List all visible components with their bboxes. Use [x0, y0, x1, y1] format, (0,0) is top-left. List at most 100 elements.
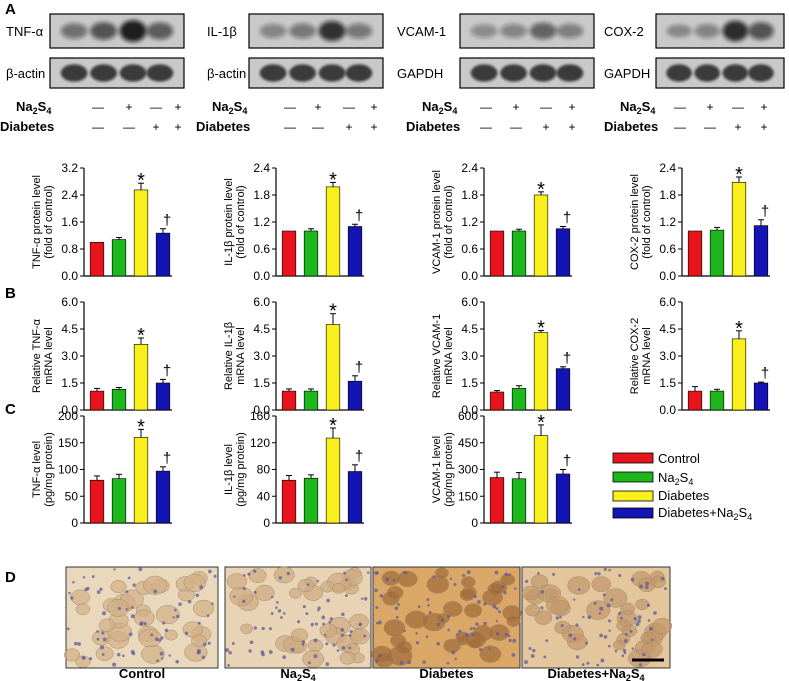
- y-tick-label: 0.0: [461, 403, 478, 417]
- blot-band: [60, 64, 88, 82]
- tubule: [331, 582, 346, 594]
- y-tick-label: 6.0: [461, 295, 478, 309]
- nucleus: [187, 600, 192, 604]
- nucleus: [648, 626, 653, 631]
- blot-target-label: IL-1β: [207, 24, 237, 39]
- nucleus: [297, 620, 301, 624]
- nucleus: [528, 647, 532, 651]
- treatment-mark: —: [510, 120, 522, 134]
- nucleus: [278, 576, 283, 580]
- nucleus: [270, 612, 274, 615]
- bar: [347, 471, 363, 524]
- tubule: [443, 638, 461, 654]
- bar-charts: 0.0 0.8 1.6 2.4 3.2 TNF-α protein level(fold …: [31, 161, 770, 530]
- nucleus: [637, 619, 641, 624]
- bar: [533, 332, 549, 411]
- blot-band: [748, 64, 774, 82]
- nucleus: [249, 640, 254, 645]
- micrograph-4: Diabetes+Na2S4: [521, 566, 673, 681]
- treatment-mark: +: [370, 100, 377, 114]
- nucleus: [606, 603, 611, 608]
- nucleus: [597, 572, 601, 576]
- bar: [89, 390, 105, 411]
- significance-dagger: †: [355, 207, 363, 224]
- blot-band: [289, 64, 316, 82]
- nucleus: [138, 567, 143, 572]
- legend-label-na2s4: Na2S4: [658, 470, 693, 487]
- nucleus: [427, 604, 430, 607]
- treatment-row: Na2S4 — + — +: [422, 99, 576, 116]
- tubule: [395, 640, 413, 655]
- tubule: [460, 576, 476, 588]
- nucleus: [407, 660, 412, 665]
- legend-label-diabetes: Diabetes: [658, 488, 710, 503]
- panel-label-b: B: [5, 285, 16, 302]
- tubule: [434, 567, 449, 579]
- treatment-mark: —: [540, 100, 552, 114]
- nucleus: [432, 575, 436, 579]
- nucleus: [436, 622, 441, 627]
- nucleus: [211, 602, 214, 605]
- nucleus: [644, 585, 649, 590]
- nucleus: [552, 572, 556, 576]
- treatment-mark: +: [345, 120, 352, 134]
- treatment-row: Diabetes — — + +: [0, 119, 182, 134]
- y-axis-label: Relative COX-2mRNA level: [629, 318, 653, 394]
- nucleus: [225, 648, 230, 652]
- micrograph-label: Control: [119, 666, 165, 681]
- tubule: [562, 625, 584, 643]
- tubule: [586, 600, 611, 620]
- nucleus: [630, 577, 635, 582]
- nucleus: [488, 647, 491, 650]
- bar: [687, 230, 703, 277]
- y-axis-label: TNF-α protein level(fold of control): [31, 175, 55, 269]
- nucleus: [462, 574, 466, 578]
- y-tick-label: 4.5: [253, 322, 270, 336]
- treatment-mark: —: [92, 100, 104, 114]
- nucleus: [469, 627, 473, 631]
- bar: [347, 226, 363, 277]
- panel-label-d: D: [5, 569, 16, 586]
- nucleus: [404, 571, 408, 575]
- nucleus: [374, 588, 378, 593]
- nucleus: [607, 644, 611, 648]
- tubule: [567, 576, 591, 595]
- y-tick-label: 6.0: [61, 295, 78, 309]
- nucleus: [317, 606, 321, 610]
- blot-band: [500, 24, 527, 38]
- nucleus: [201, 655, 206, 660]
- y-tick-label: 3.0: [461, 349, 478, 363]
- nucleus: [358, 622, 362, 627]
- blot-target-label: COX-2: [604, 24, 644, 39]
- nucleus: [322, 622, 325, 626]
- nucleus: [156, 659, 159, 663]
- treatment-mark: +: [314, 100, 321, 114]
- bar: [303, 230, 319, 277]
- y-tick-label: 300: [458, 463, 478, 477]
- blot-band: [694, 64, 720, 82]
- nucleus: [375, 605, 379, 610]
- significance-star: *: [537, 412, 545, 434]
- y-axis-label: Relative IL-1βmRNA level: [223, 322, 247, 390]
- y-tick-label: 0.0: [659, 403, 676, 417]
- nucleus: [540, 606, 544, 610]
- bar: [155, 382, 171, 411]
- nucleus: [494, 570, 499, 575]
- bar: [709, 229, 725, 277]
- significance-dagger: †: [163, 450, 171, 467]
- nucleus: [113, 568, 116, 571]
- tubule: [383, 619, 406, 637]
- nucleus: [610, 598, 614, 602]
- treatment-mark: +: [568, 120, 575, 134]
- micrograph-1: Control: [64, 566, 219, 681]
- nucleus: [253, 590, 257, 595]
- nucleus: [313, 654, 318, 659]
- bar-chart-b-8: 0.0 1.5 3.0 4.5 6.0 Relative COX-2mRNA level *…: [629, 295, 770, 417]
- nucleus: [447, 628, 451, 632]
- tubule: [290, 628, 309, 643]
- nucleus: [465, 632, 469, 637]
- nucleus: [363, 634, 367, 638]
- nucleus: [125, 608, 128, 611]
- tubule: [110, 580, 127, 594]
